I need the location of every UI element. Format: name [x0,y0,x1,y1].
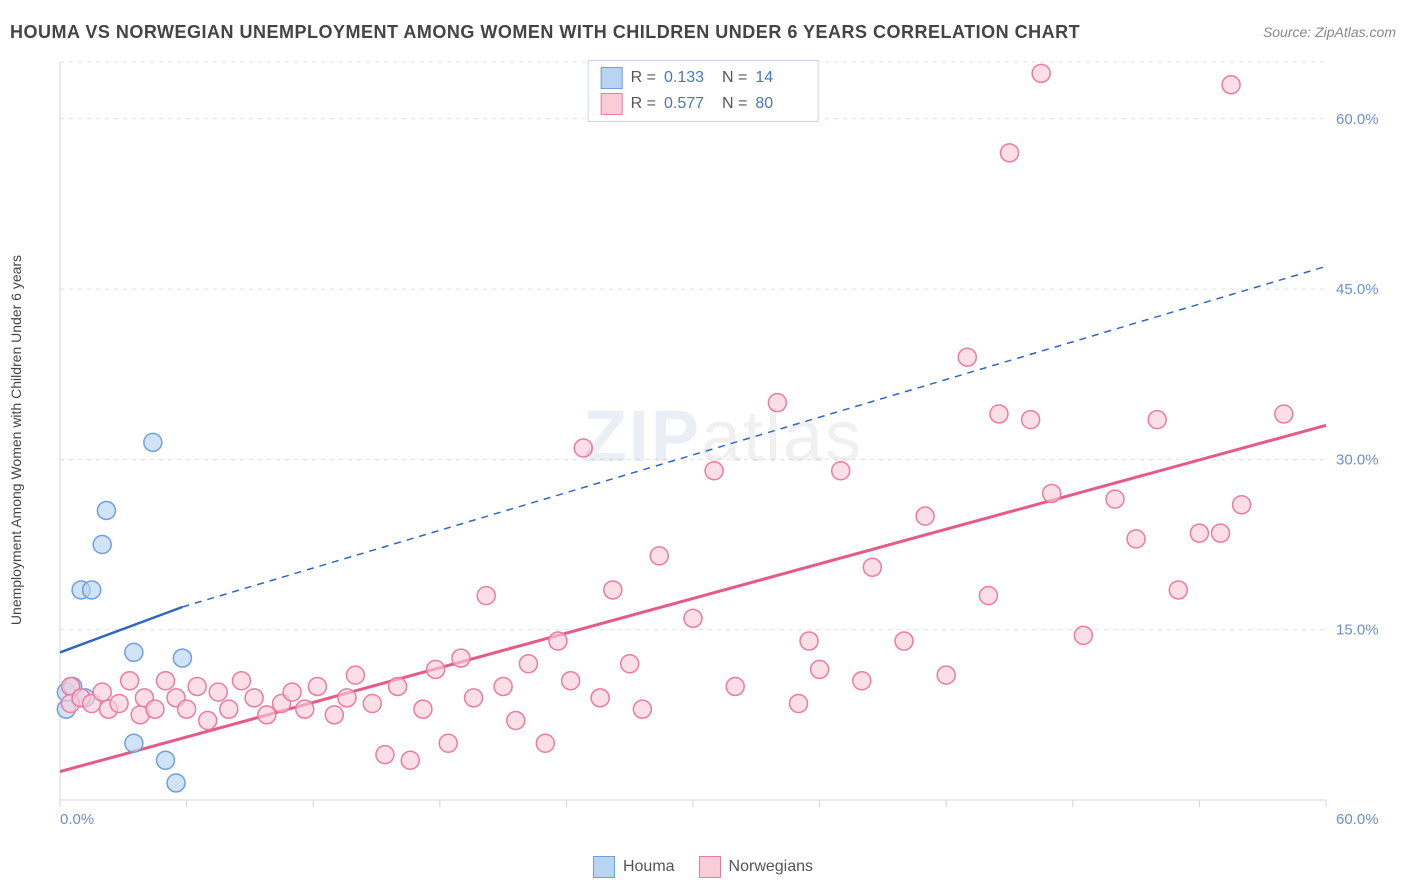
legend-swatch [699,856,721,878]
legend-stat-row: R = 0.133 N = 14 [597,65,810,91]
svg-text:15.0%: 15.0% [1336,622,1379,639]
svg-text:45.0%: 45.0% [1336,281,1379,298]
r-value: 0.577 [664,95,714,113]
legend-item: Norwegians [699,856,813,878]
r-value: 0.133 [664,69,714,87]
legend-swatch [601,93,623,115]
legend-swatch [593,856,615,878]
legend-series: Houma Norwegians [593,856,813,878]
title-row: HOUMA VS NORWEGIAN UNEMPLOYMENT AMONG WO… [10,18,1396,46]
scatter-plot: 15.0%30.0%45.0%60.0%0.0%60.0% ZIPatlas [50,58,1396,848]
source-attribution: Source: ZipAtlas.com [1263,24,1396,40]
legend-stats: R = 0.133 N = 14 R = 0.577 N = 80 [588,60,819,122]
n-value: 14 [755,69,805,87]
legend-label: Norwegians [729,858,813,876]
plot-svg: 15.0% 30.0% 45.0% 60.0% 0.0% 60.0% [50,58,1396,848]
legend-swatch [601,67,623,89]
svg-text:0.0%: 0.0% [60,811,94,828]
r-label: R = [631,95,656,113]
legend-item: Houma [593,856,675,878]
legend-label: Houma [623,858,675,876]
r-label: R = [631,69,656,87]
n-label: N = [722,69,747,87]
n-label: N = [722,95,747,113]
svg-text:30.0%: 30.0% [1336,451,1379,468]
svg-text:60.0%: 60.0% [1336,111,1379,128]
y-axis-label: Unemployment Among Women with Children U… [8,255,24,625]
legend-stat-row: R = 0.577 N = 80 [597,91,810,117]
chart-title: HOUMA VS NORWEGIAN UNEMPLOYMENT AMONG WO… [10,22,1080,43]
n-value: 80 [755,95,805,113]
svg-text:60.0%: 60.0% [1336,811,1379,828]
